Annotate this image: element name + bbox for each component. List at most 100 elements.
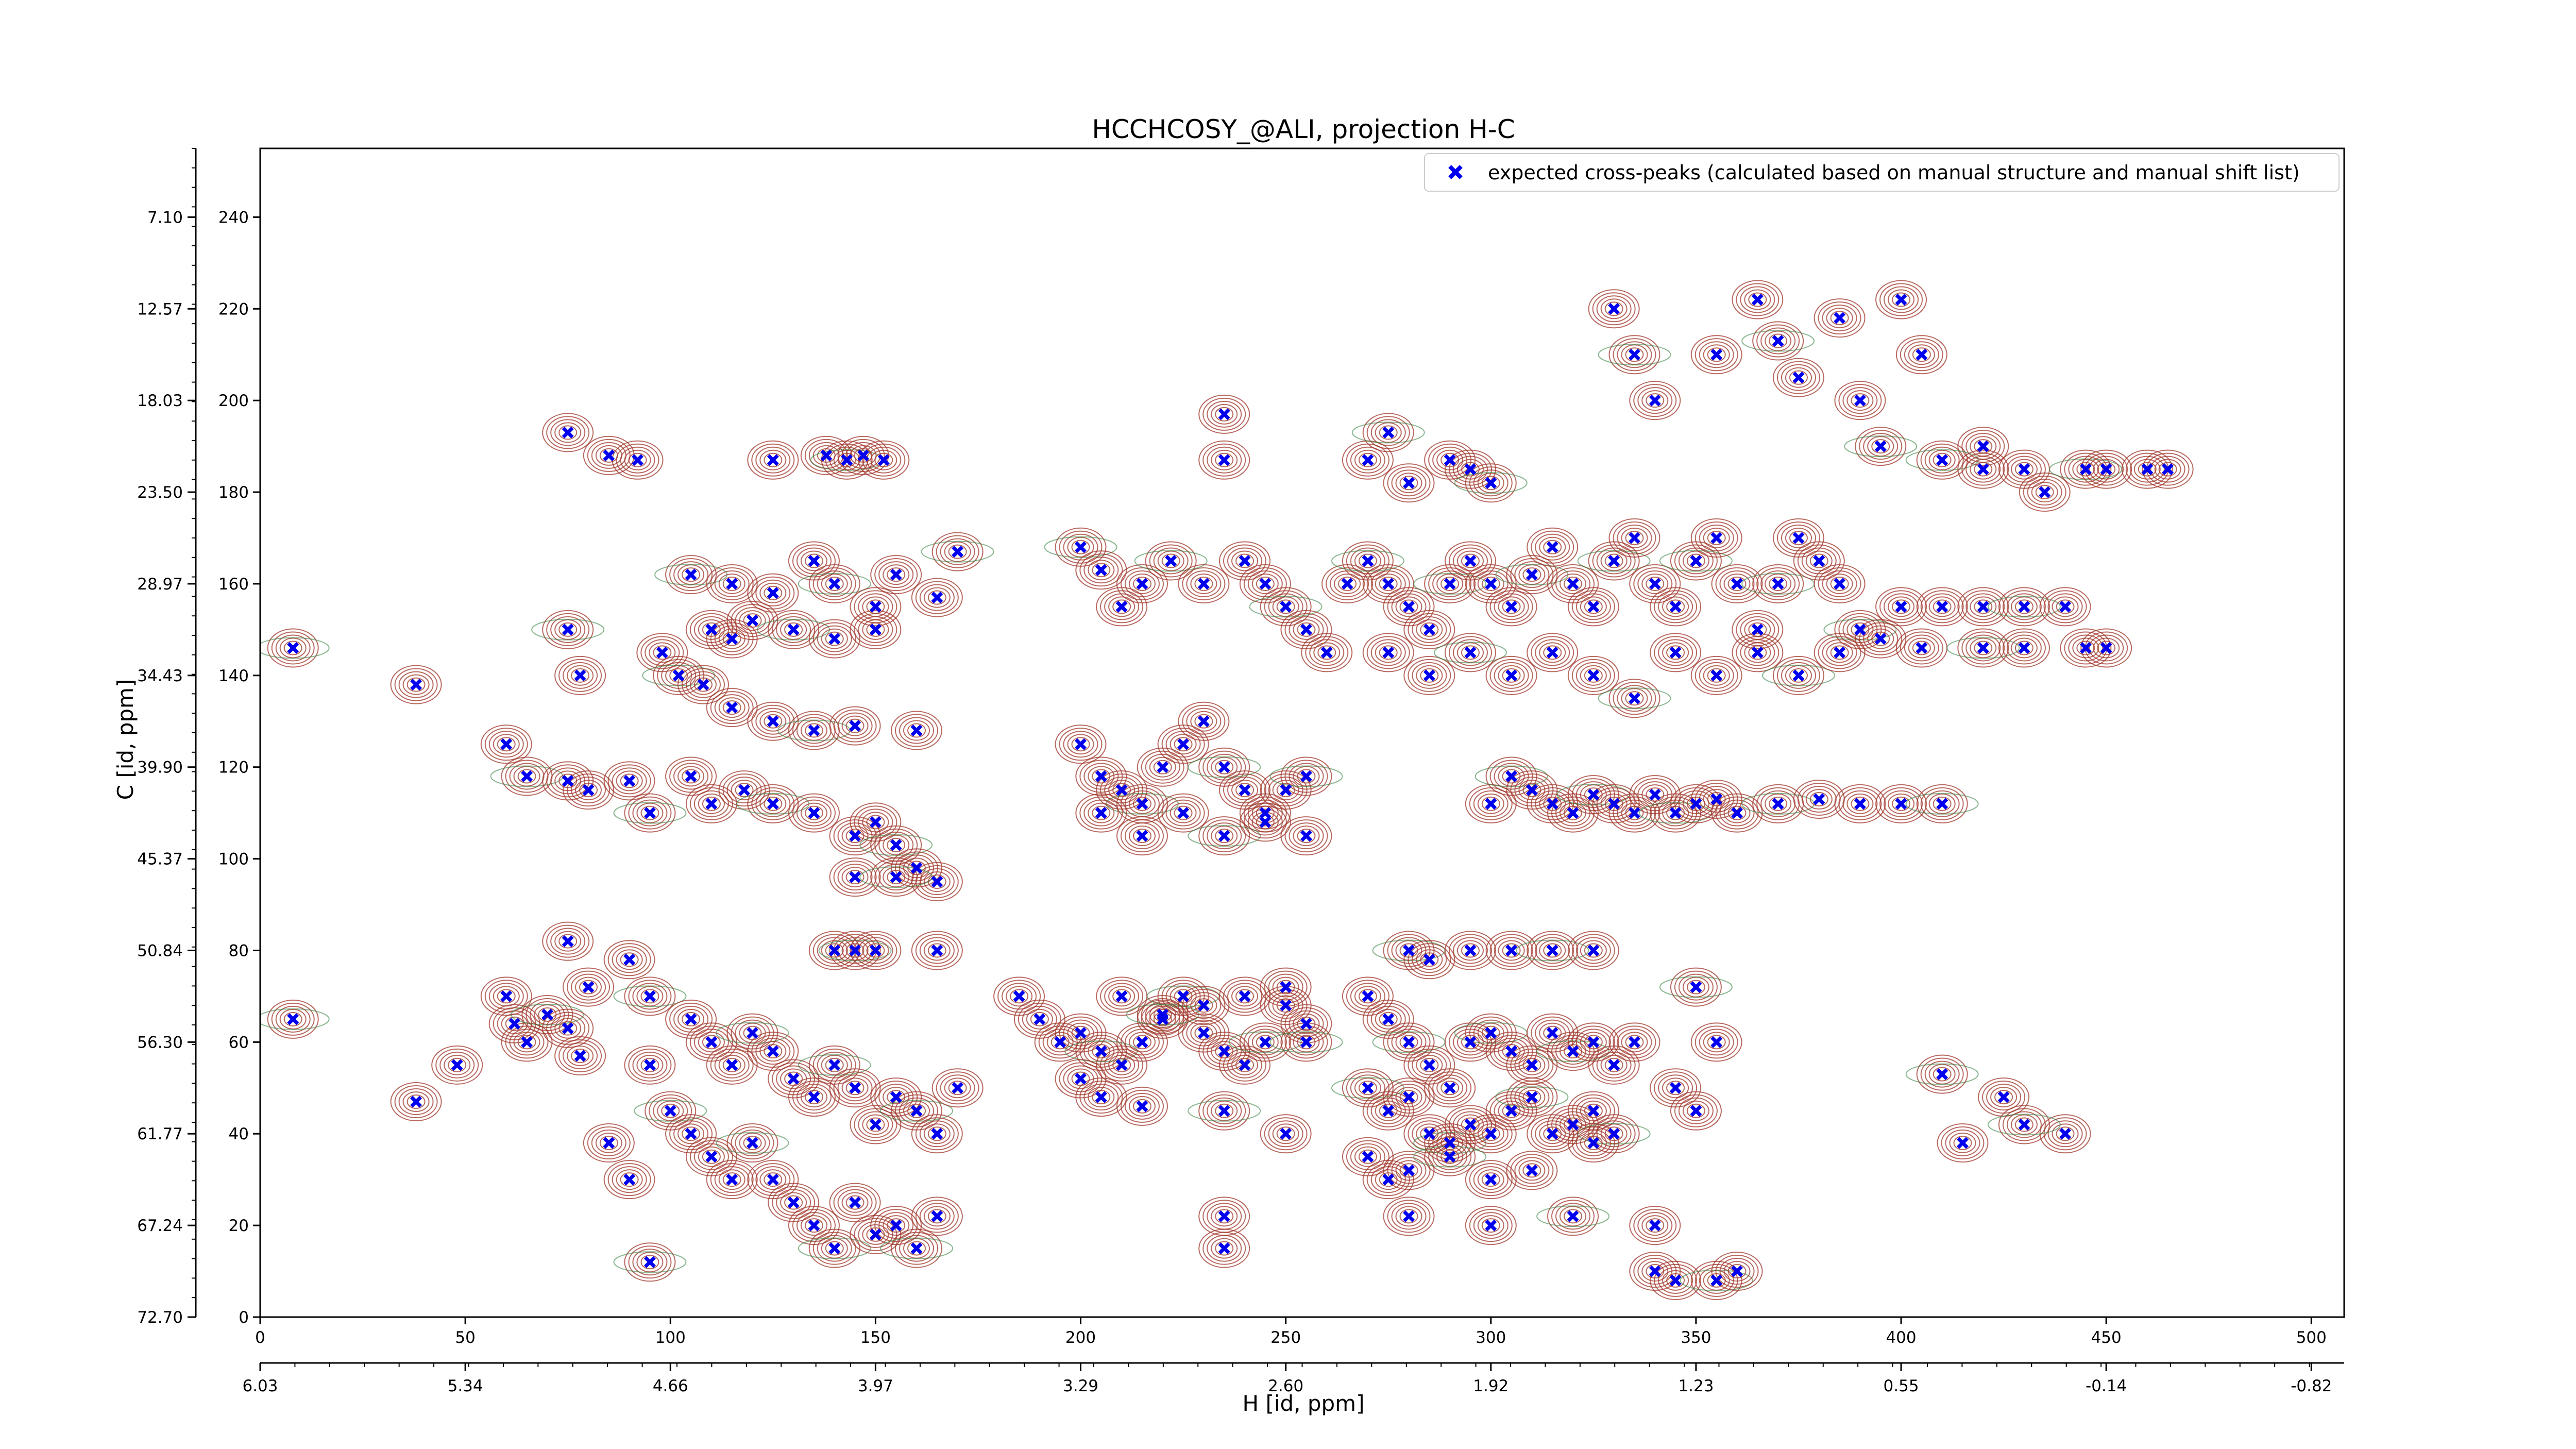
legend-marker: [1448, 165, 1463, 179]
y-ppm-tick-label: 67.24: [137, 1217, 183, 1235]
contour-ring: [1736, 636, 1780, 669]
cross-peak-marker: [1075, 1073, 1087, 1085]
contour-ring: [1067, 734, 1094, 755]
contour-ring: [895, 1094, 939, 1127]
contour-ring: [603, 761, 655, 801]
contour-ring: [887, 870, 906, 885]
contour-ring: [1182, 704, 1226, 738]
cross-peak-marker: [1751, 624, 1764, 636]
cross-peak-marker: [1464, 1036, 1477, 1048]
peak-contour: [829, 857, 881, 897]
contour-ring: [283, 1012, 302, 1026]
cross-peak-marker: [1916, 348, 1928, 361]
cross-peak-marker: [1165, 554, 1177, 567]
contour-ring: [714, 1166, 750, 1193]
contour-ring: [271, 631, 315, 665]
contour-ring: [854, 613, 897, 646]
contour-ring: [1674, 1094, 1718, 1127]
cross-peak-marker: [1813, 793, 1825, 805]
contour-ring: [1079, 553, 1123, 587]
contour-ring: [1998, 587, 2050, 627]
contour-ring: [907, 1103, 926, 1118]
contour-ring: [1666, 1273, 1685, 1288]
contour-ring: [1686, 1103, 1705, 1118]
contour-ring: [800, 550, 827, 571]
contour-ring: [1965, 634, 2001, 662]
contour-ring: [1350, 547, 1385, 575]
x-ppm-axis: 6.03 5.34 4.66 3.97 3.29 2.60 1.92 1.23 0.55 -0.1…: [242, 1362, 2344, 1395]
contour-ring: [1408, 943, 1451, 976]
peak-contour: [798, 1228, 871, 1268]
contour-ring: [640, 1057, 659, 1072]
y-index-tick-label: 100: [218, 850, 249, 869]
contour-ring: [1715, 1255, 1759, 1288]
contour-ring: [1358, 553, 1377, 568]
cross-peak-marker: [828, 1059, 841, 1071]
contour-ring: [1444, 633, 1496, 672]
cross-peak-marker: [685, 1127, 697, 1140]
contour-ring: [1707, 1035, 1726, 1050]
peak-contour: [260, 628, 330, 668]
contour-ring: [591, 1130, 626, 1157]
contour-ring: [1268, 777, 1303, 804]
contour-ring: [2060, 628, 2112, 668]
cross-peak-marker: [1936, 1068, 1948, 1081]
cross-peak-marker: [1403, 1091, 1415, 1103]
contour-ring: [1933, 452, 1952, 467]
contour-ring: [1219, 976, 1271, 1016]
contour-ring: [1654, 636, 1698, 669]
contour-ring: [854, 1218, 897, 1251]
x-index-tick-label: 200: [1065, 1328, 1096, 1347]
contour-ring: [1416, 1054, 1443, 1075]
contour-ring: [1957, 628, 2009, 668]
peak-contour: [1690, 655, 1742, 695]
cross-peak-marker: [1649, 1219, 1661, 1232]
contour-ring: [1678, 973, 1714, 1001]
contour-ring: [1600, 298, 1628, 319]
peak-contour: [1834, 381, 1886, 420]
contour-ring: [1580, 1100, 1607, 1121]
contour-ring: [1662, 642, 1689, 663]
contour-ring: [1694, 659, 1738, 692]
contour-ring: [1822, 639, 1857, 666]
cross-peak-marker: [1444, 1137, 1456, 1149]
contour-ring: [1112, 599, 1131, 614]
contour-ring: [1522, 567, 1541, 582]
contour-ring: [1211, 403, 1238, 425]
peak-contour: [1577, 541, 1651, 581]
cross-peak-marker: [1669, 1274, 1682, 1287]
cross-peak-marker: [869, 944, 882, 956]
contour-ring: [927, 1126, 946, 1141]
cross-peak-marker: [1239, 990, 1251, 1002]
contour-ring: [693, 677, 713, 692]
contour-ring: [755, 790, 791, 817]
peak-contour: [1383, 1151, 1435, 1190]
cross-peak-marker: [697, 679, 709, 691]
contour-ring: [858, 808, 893, 836]
cross-peak-marker: [1136, 578, 1148, 590]
contour-ring: [2010, 637, 2038, 659]
cross-peak-marker: [1505, 669, 1518, 682]
peak-contour: [1937, 1123, 1989, 1163]
contour-ring: [649, 642, 676, 663]
negative-contour: [1598, 687, 1671, 710]
contour-ring: [1243, 567, 1287, 600]
contour-ring: [755, 1038, 791, 1065]
cross-peak-marker: [1362, 554, 1374, 567]
contour-ring: [2154, 459, 2181, 480]
peak-contour: [1957, 449, 2009, 489]
cross-peak-marker: [828, 1242, 841, 1255]
contour-ring: [1010, 989, 1029, 1004]
contour-ring: [878, 1212, 914, 1239]
negative-contour: [818, 939, 892, 962]
peak-contour: [613, 793, 687, 833]
negative-contour: [531, 618, 605, 641]
contour-ring: [927, 1209, 946, 1224]
x-axis-label: H [id, ppm]: [1243, 1391, 1365, 1416]
cross-peak-marker: [1239, 1059, 1251, 1071]
contour-ring: [1174, 805, 1193, 820]
contour-ring: [1362, 413, 1414, 452]
contour-ring: [1375, 642, 1402, 663]
contour-ring: [1535, 533, 1570, 561]
cross-peak-marker: [869, 816, 882, 828]
